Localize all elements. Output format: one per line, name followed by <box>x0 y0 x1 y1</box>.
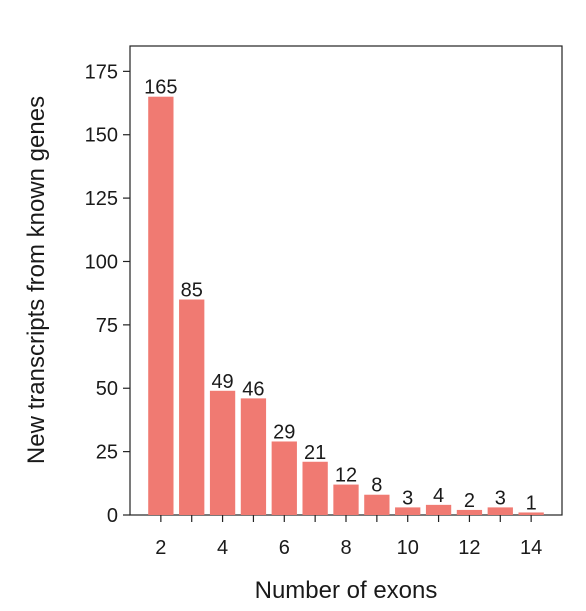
bar-2 <box>148 96 174 515</box>
bar-9 <box>364 494 390 515</box>
bar-label-6: 29 <box>273 421 295 443</box>
bar-label-14: 1 <box>526 492 537 514</box>
y-tick-label: 100 <box>85 251 118 273</box>
bar-label-10: 3 <box>402 487 413 509</box>
x-tick-label: 14 <box>520 537 542 559</box>
bar-4 <box>209 390 236 515</box>
bar-label-5: 46 <box>242 378 264 400</box>
bar-3 <box>179 299 205 515</box>
bar-label-11: 4 <box>433 485 444 507</box>
y-tick-label: 75 <box>96 315 118 337</box>
bar-label-9: 8 <box>371 475 382 497</box>
x-tick-label: 2 <box>155 537 166 559</box>
bar-14 <box>518 512 544 515</box>
bars <box>148 96 544 515</box>
x-tick-label: 4 <box>217 537 228 559</box>
x-axis: 2 4 6 8 10 12 14 <box>155 515 542 559</box>
x-tick-label: 6 <box>279 537 290 559</box>
y-tick-label: 150 <box>85 125 118 147</box>
bar-label-12: 2 <box>464 490 475 512</box>
bar-10 <box>395 507 421 515</box>
y-tick-label: 0 <box>107 505 118 527</box>
y-tick-label: 125 <box>85 188 118 210</box>
bar-11 <box>425 504 452 515</box>
bar-label-4: 49 <box>211 371 233 393</box>
y-tick-label: 50 <box>96 378 118 400</box>
bar-label-8: 12 <box>335 465 357 487</box>
bar-12 <box>456 509 483 515</box>
y-axis: 0 25 50 75 100 125 150 175 <box>85 61 130 527</box>
bar-8 <box>333 484 359 515</box>
x-tick-label: 10 <box>397 537 419 559</box>
bar-label-7: 21 <box>304 442 326 464</box>
bar-label-3: 85 <box>181 280 203 302</box>
bar-13 <box>487 507 513 515</box>
x-tick-label: 12 <box>458 537 480 559</box>
bar-6 <box>271 441 297 515</box>
bar-5 <box>240 398 267 515</box>
x-axis-title: Number of exons <box>255 577 438 604</box>
bar-label-13: 3 <box>495 487 506 509</box>
y-tick-label: 175 <box>85 61 118 83</box>
y-tick-label: 25 <box>96 442 118 464</box>
bar-7 <box>302 461 328 515</box>
bar-label-2: 165 <box>144 77 177 99</box>
y-axis-title: New transcripts from known genes <box>23 96 50 464</box>
x-tick-label: 8 <box>340 537 351 559</box>
